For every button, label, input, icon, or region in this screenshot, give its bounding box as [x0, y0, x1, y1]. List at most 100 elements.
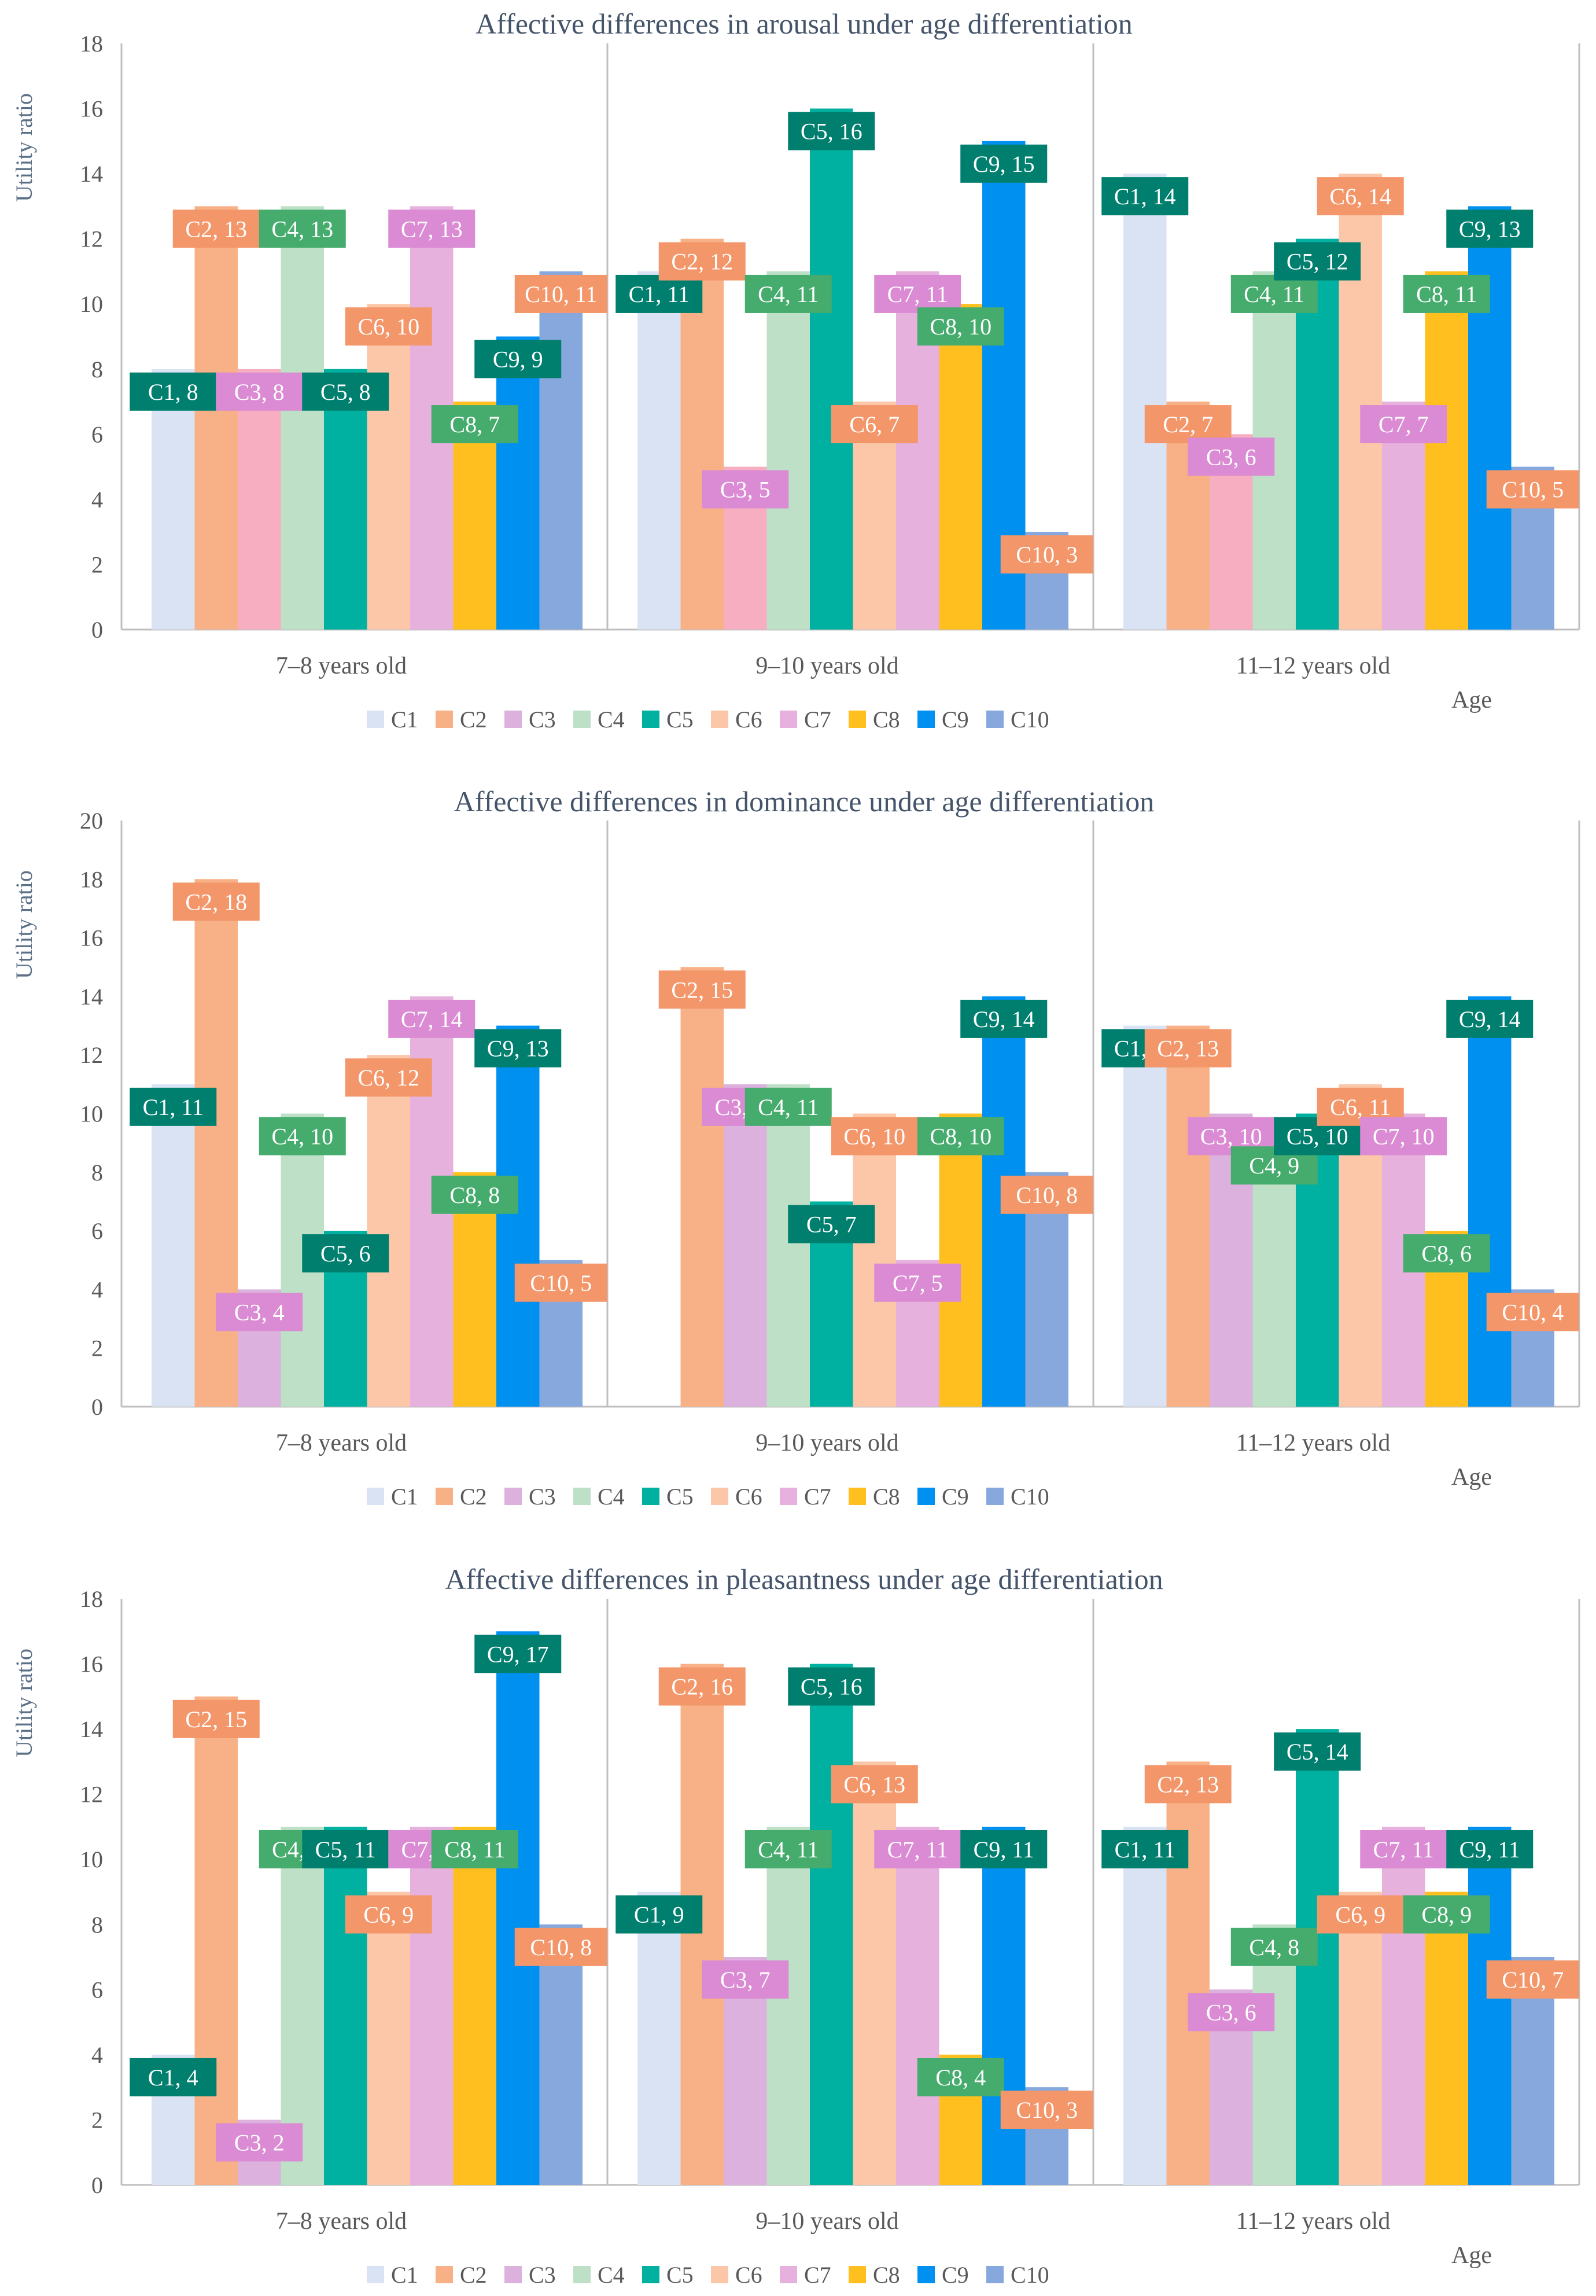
data-label-box	[474, 340, 562, 378]
data-label-C7-1: C7, 13	[388, 209, 476, 248]
bar-C4-2	[766, 271, 810, 630]
data-label-text: C3, 6	[1206, 1999, 1256, 2025]
data-label-box	[1000, 535, 1093, 574]
data-label-text: C2, 15	[671, 977, 733, 1003]
data-label-box	[960, 144, 1048, 183]
data-label-C8-1: C8, 8	[431, 1175, 518, 1214]
bar-C2-2	[680, 967, 724, 1407]
data-label-box	[1230, 274, 1318, 313]
legend-swatch-C9	[917, 711, 935, 728]
data-label-text: C6, 7	[849, 411, 900, 437]
data-label-text: C6, 9	[363, 1902, 414, 1928]
data-label-text: C1, 8	[148, 379, 198, 405]
chart-panel-1: Affective differences in arousal under a…	[11, 8, 1580, 733]
data-label-C7-3: C7, 10	[1360, 1117, 1447, 1156]
data-label-C3-1: C3, 2	[216, 2123, 303, 2162]
data-label-box	[388, 999, 476, 1038]
data-label-text: C4, 10	[271, 1124, 333, 1150]
legend-label-C9: C9	[942, 1484, 969, 1510]
data-label-box	[917, 2058, 1004, 2096]
data-label-text: C10, 8	[1016, 1182, 1078, 1208]
bar-C2-1	[194, 206, 238, 630]
y-tick-label: 2	[91, 1335, 103, 1362]
legend-label-C3: C3	[529, 707, 556, 733]
data-label-C3-1: C3, 8	[216, 372, 303, 411]
bar-C9-3	[1468, 1826, 1512, 2185]
chart-title: Affective differences in dominance under…	[454, 785, 1155, 818]
legend-label-C6: C6	[735, 1484, 762, 1510]
data-label-box	[1101, 177, 1189, 216]
data-label-C7-2: C7, 5	[874, 1263, 961, 1302]
data-label-box	[1144, 405, 1232, 444]
data-label-C9-3: C9, 11	[1446, 1830, 1534, 1868]
legend-label-C1: C1	[391, 1484, 418, 1510]
data-label-box	[658, 1667, 746, 1706]
y-tick-label: 10	[80, 291, 103, 317]
data-label-text: C8, 7	[449, 411, 500, 437]
bar-C4-1	[281, 206, 324, 630]
bar-C6-3	[1339, 174, 1382, 630]
data-label-C9-2: C9, 11	[960, 1830, 1048, 1868]
data-label-box	[431, 405, 518, 444]
data-label-text: C6, 9	[1335, 1902, 1385, 1928]
data-label-text: C7, 10	[1373, 1124, 1435, 1150]
bar-C7-2	[896, 1826, 939, 2185]
data-label-C8-2: C8, 4	[917, 2058, 1004, 2096]
legend-swatch-C10	[986, 711, 1004, 728]
data-label-text: C10, 4	[1502, 1299, 1564, 1325]
data-label-text: C4, 13	[271, 216, 333, 242]
y-tick-label: 18	[80, 1586, 103, 1612]
data-label-box	[788, 1205, 875, 1243]
bar-C1-2	[637, 271, 681, 630]
data-label-box	[1000, 1175, 1093, 1214]
y-tick-label: 4	[91, 487, 103, 513]
data-label-box	[1360, 1830, 1447, 1868]
data-label-box	[259, 1117, 346, 1156]
y-tick-label: 14	[80, 984, 103, 1010]
data-label-text: C6, 12	[357, 1065, 419, 1091]
data-label-box	[130, 2058, 217, 2096]
bar-C8-3	[1425, 1892, 1468, 2185]
data-label-box	[302, 1234, 389, 1273]
data-label-C5-1: C5, 11	[302, 1830, 389, 1868]
data-label-C7-2: C7, 11	[874, 274, 961, 313]
data-label-text: C3, 10	[1200, 1124, 1262, 1150]
bar-C6-1	[367, 304, 410, 630]
data-label-box	[302, 1830, 389, 1868]
legend-label-C1: C1	[391, 2262, 418, 2288]
data-label-box	[788, 1667, 875, 1706]
data-label-C3-2: C3, 5	[702, 470, 789, 509]
legend-label-C5: C5	[666, 2262, 694, 2288]
legend-label-C8: C8	[873, 1484, 900, 1510]
data-label-C10-3: C10, 5	[1486, 470, 1579, 509]
legend-label-C7: C7	[804, 707, 831, 733]
data-label-text: C5, 14	[1287, 1739, 1348, 1765]
legend-swatch-C3	[504, 1488, 522, 1505]
data-label-C9-1: C9, 17	[474, 1635, 562, 1673]
data-label-box	[1486, 470, 1579, 509]
y-tick-label: 16	[80, 925, 103, 951]
data-label-C1-2: C1, 9	[615, 1895, 703, 1934]
bar-C9-1	[496, 336, 540, 630]
y-tick-label: 6	[91, 1218, 103, 1244]
data-label-C3-2: C3, 7	[702, 1960, 789, 1999]
y-tick-label: 4	[91, 2042, 103, 2068]
bar-C9-1	[496, 1631, 540, 2185]
bar-C6-2	[853, 1761, 896, 2185]
legend-swatch-C3	[504, 2266, 522, 2283]
data-label-text: C2, 15	[185, 1706, 247, 1732]
chart-title: Affective differences in pleasantness un…	[445, 1563, 1163, 1595]
data-label-C10-3: C10, 4	[1486, 1293, 1579, 1331]
legend-label-C8: C8	[873, 707, 900, 733]
y-tick-label: 12	[80, 1042, 103, 1068]
data-label-text: C3, 2	[234, 2129, 285, 2155]
data-label-text: C2, 13	[1157, 1036, 1219, 1062]
data-label-C2-1: C2, 13	[172, 209, 260, 248]
data-label-text: C6, 11	[1330, 1094, 1391, 1120]
data-label-box	[1446, 1830, 1534, 1868]
legend-swatch-C2	[436, 711, 453, 728]
data-label-text: C7, 14	[401, 1006, 463, 1032]
data-label-text: C4, 11	[758, 281, 819, 307]
bar-C9-3	[1468, 206, 1512, 630]
legend-swatch-C2	[436, 1488, 453, 1505]
